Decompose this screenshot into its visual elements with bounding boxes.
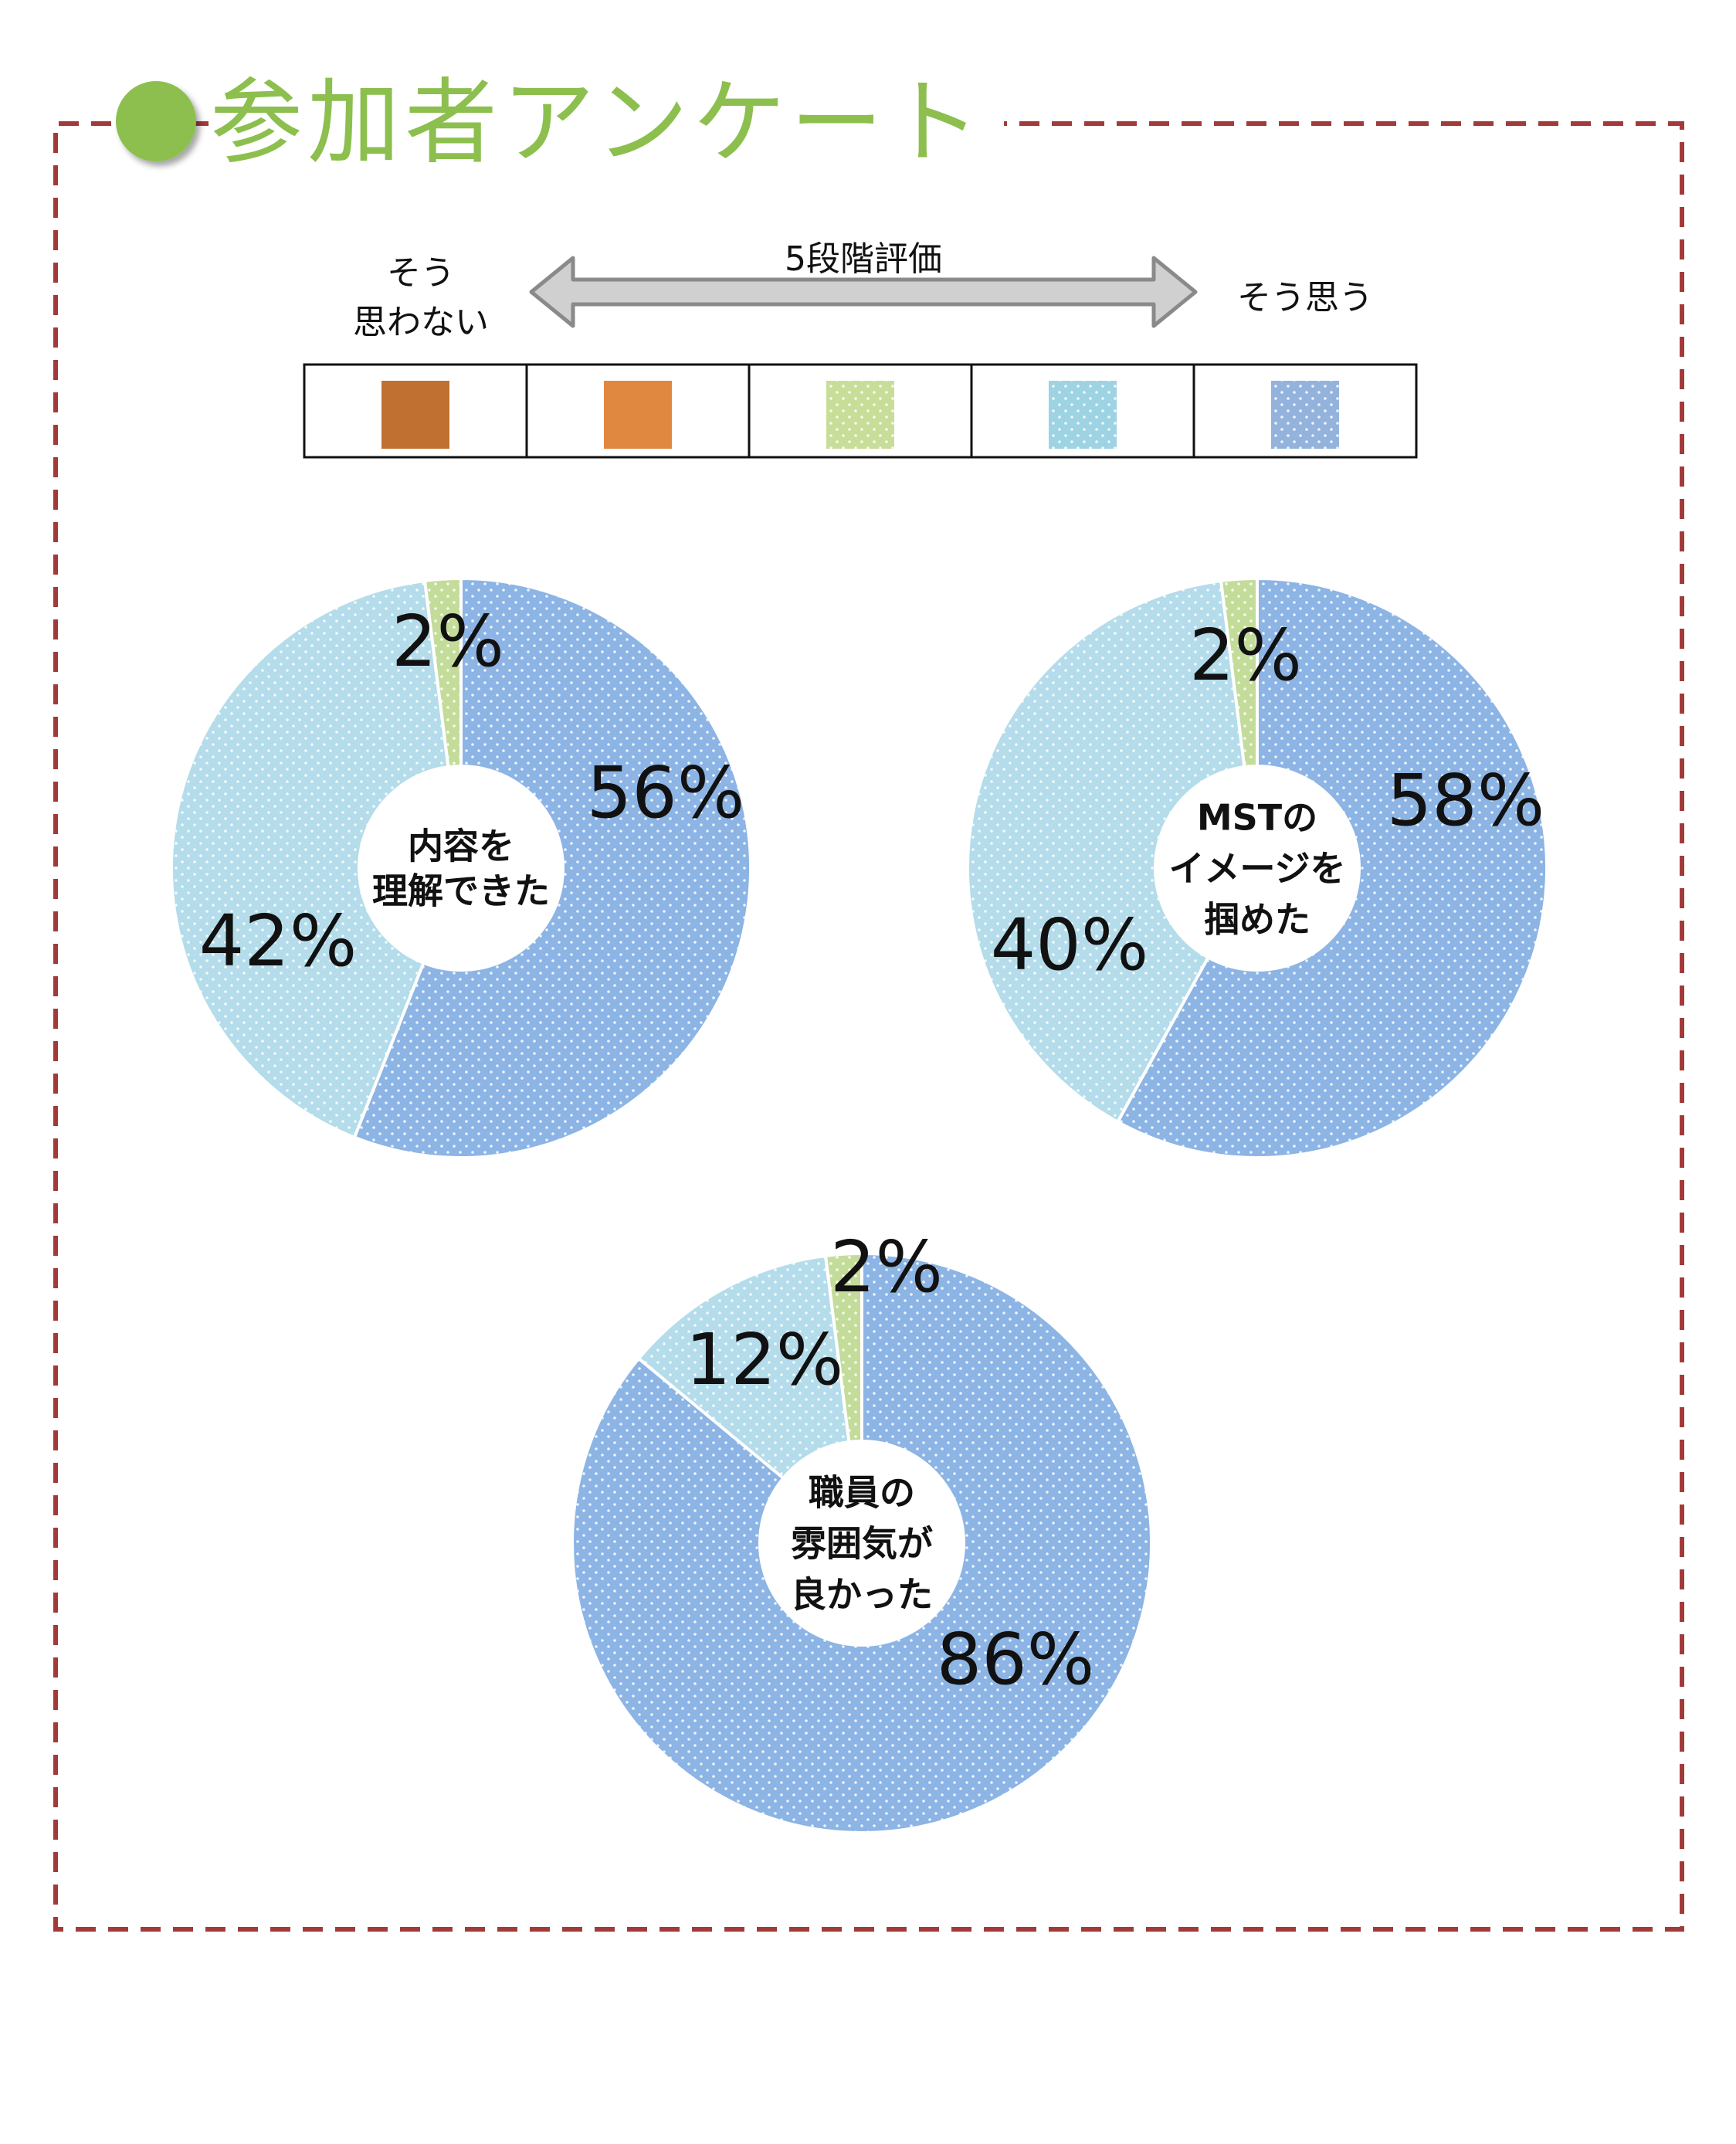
- donut-1-slice-2-dots: [171, 580, 449, 1138]
- donut-charts: 内容を理解できた56%42%2%MSTのイメージを掴めた58%40%2%職員の雰…: [169, 576, 1548, 1834]
- donut-1-data-label-3: 2%: [392, 600, 504, 683]
- donut-3-center-label-line-1: 職員の: [809, 1472, 915, 1514]
- donut-3-data-label-1: 86%: [937, 1618, 1094, 1701]
- donut-2-slice-2-dots: [967, 580, 1245, 1122]
- donut-1-data-label-1: 56%: [587, 751, 744, 834]
- donut-3-slice-1-dots: [571, 1253, 1152, 1834]
- donut-3-slice-3-dots: [826, 1253, 862, 1443]
- title-bullet-icon: [116, 81, 196, 161]
- donut-2-data-label-3: 2%: [1189, 614, 1302, 697]
- legend-swatch-5-dots: [1271, 381, 1339, 449]
- donut-1-center-label-line-2: 理解できた: [372, 870, 550, 912]
- scale-label-left-line1: そう: [387, 253, 455, 293]
- legend-swatch-1: [381, 381, 449, 449]
- legend-swatch-4-dots: [1049, 381, 1117, 449]
- donut-3-data-label-2: 12%: [686, 1318, 843, 1401]
- donut-1-slice-3-dots: [425, 578, 461, 768]
- scale-label-right: そう思う: [1237, 278, 1373, 317]
- donut-3-center-label-line-3: 良かった: [791, 1574, 933, 1616]
- donut-3-slice-2-dots: [639, 1255, 849, 1478]
- donut-1-data-label-2: 42%: [199, 900, 357, 982]
- double-arrow-icon: [529, 256, 1198, 328]
- donut-2-data-label-1: 58%: [1387, 759, 1544, 842]
- donut-2-center-label-line-3: 掴めた: [1204, 899, 1310, 941]
- donut-1-slice-1-dots: [354, 578, 751, 1158]
- donut-2-center-label-line-2: イメージを: [1168, 848, 1345, 890]
- donut-3-hole: [760, 1441, 964, 1645]
- donut-1-hole: [359, 766, 563, 970]
- donut-2-data-label-2: 40%: [991, 904, 1148, 986]
- scale-label-center: 5段階評価: [785, 239, 942, 279]
- legend-scale: [303, 363, 1418, 459]
- donut-2-slice-3-dots: [1221, 578, 1257, 768]
- scale-label-left-line2: 思わない: [353, 303, 489, 342]
- legend-swatch-3-dots: [826, 381, 894, 449]
- donut-2-hole: [1155, 766, 1359, 970]
- page-title: 参加者アンケート: [210, 70, 985, 177]
- donut-2-center-label-line-1: MSTの: [1197, 797, 1317, 839]
- donut-1-center-label-line-1: 内容を: [408, 826, 514, 867]
- donut-3-data-label-3: 2%: [830, 1226, 943, 1308]
- donut-2-slice-1-dots: [1117, 578, 1548, 1158]
- donut-3-center-label-line-2: 雰囲気が: [791, 1523, 933, 1565]
- legend-swatch-2: [604, 381, 672, 449]
- dashed-frame: [53, 121, 1684, 1932]
